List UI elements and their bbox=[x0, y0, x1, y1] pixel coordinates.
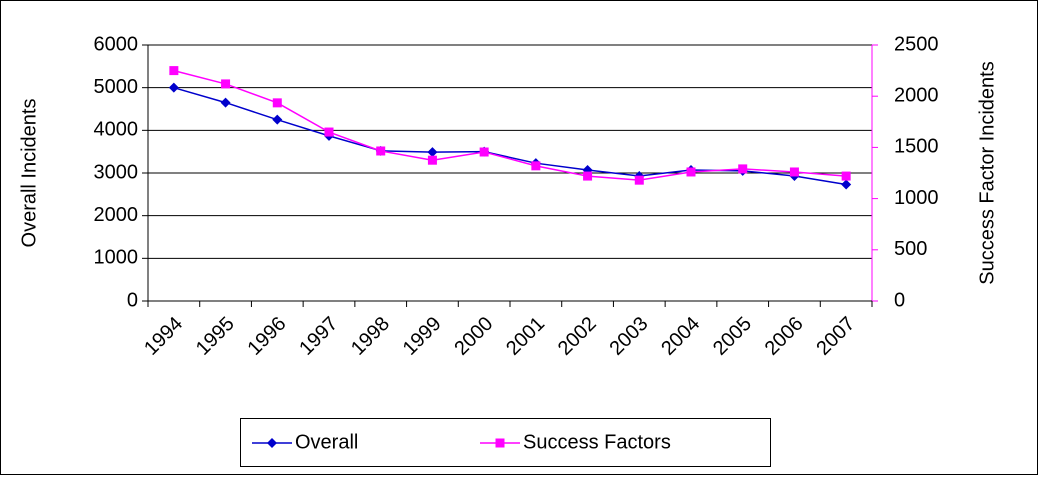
y2-tick-label: 500 bbox=[894, 238, 927, 260]
y2-axis-title: Success Factor Incidents bbox=[976, 61, 998, 284]
y-axis-title: Overall Incidents bbox=[18, 99, 40, 248]
marker bbox=[789, 167, 799, 177]
y-tick-label: 3000 bbox=[94, 161, 139, 183]
marker bbox=[169, 66, 179, 76]
y-tick-label: 2000 bbox=[94, 204, 139, 226]
marker bbox=[272, 114, 283, 125]
marker bbox=[583, 171, 593, 181]
y-tick-label: 6000 bbox=[94, 33, 139, 55]
marker bbox=[376, 146, 386, 156]
legend-label: Overall bbox=[295, 431, 358, 453]
marker bbox=[221, 79, 231, 89]
y-tick-label: 0 bbox=[127, 289, 138, 311]
marker bbox=[738, 164, 748, 174]
marker bbox=[267, 438, 277, 448]
marker bbox=[531, 161, 541, 171]
legend-label: Success Factors bbox=[523, 431, 671, 453]
marker bbox=[324, 127, 334, 137]
y-tick-label: 1000 bbox=[94, 247, 139, 269]
marker bbox=[495, 438, 505, 448]
marker bbox=[427, 147, 438, 158]
marker bbox=[427, 155, 437, 165]
series-line bbox=[173, 86, 847, 186]
marker bbox=[841, 179, 852, 190]
y2-tick-label: 0 bbox=[894, 289, 905, 311]
y2-tick-label: 1500 bbox=[894, 136, 939, 158]
marker bbox=[686, 167, 696, 177]
marker bbox=[168, 82, 179, 93]
y2-tick-label: 2000 bbox=[894, 84, 939, 106]
marker bbox=[479, 147, 489, 157]
y-tick-label: 4000 bbox=[94, 119, 139, 141]
marker bbox=[272, 98, 282, 108]
y2-tick-label: 2500 bbox=[894, 33, 939, 55]
y-tick-label: 5000 bbox=[94, 76, 139, 98]
series-line bbox=[173, 69, 847, 181]
marker bbox=[841, 171, 851, 181]
marker bbox=[220, 97, 231, 108]
marker bbox=[634, 175, 644, 185]
y2-tick-label: 1000 bbox=[894, 187, 939, 209]
